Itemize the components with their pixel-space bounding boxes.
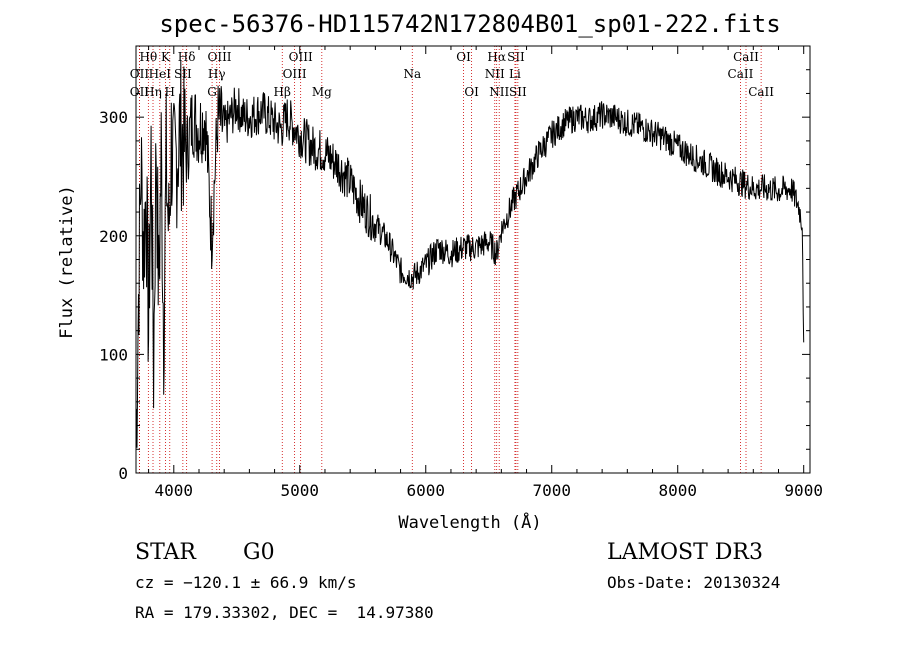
spectral-line-label: Hβ — [274, 85, 291, 99]
x-tick-label: 4000 — [155, 481, 194, 500]
spectral-line-label: OI — [464, 85, 479, 99]
spectral-line-label: Hδ — [178, 50, 196, 64]
survey-name: LAMOST DR3 — [607, 540, 763, 565]
chart-title: spec-56376-HD115742N172804B01_sp01-222.f… — [159, 10, 780, 38]
y-tick-label: 300 — [99, 108, 128, 127]
spectral-line-label: CaII — [733, 50, 759, 64]
y-tick-label: 100 — [99, 345, 128, 364]
spectral-line-label: NII — [489, 85, 509, 99]
object-class: STAR — [135, 540, 196, 565]
spectral-line-label: OIII — [207, 50, 231, 64]
spectral-line-label: SII — [507, 50, 525, 64]
observation-date: Obs-Date: 20130324 — [607, 573, 781, 592]
y-tick-label: 0 — [118, 464, 128, 483]
x-axis-label: Wavelength (Å) — [398, 511, 541, 533]
spectral-line-label: CaII — [728, 67, 754, 81]
spectral-line-label: Li — [509, 67, 521, 81]
spectrum-flux-line — [135, 60, 805, 451]
spectral-line-label: SII — [509, 85, 527, 99]
spectral-line-label: K — [161, 50, 171, 64]
redshift-velocity: cz = −120.1 ± 66.9 km/s — [135, 573, 357, 592]
object-subclass: G0 — [243, 540, 275, 565]
x-tick-label: 6000 — [406, 481, 445, 500]
spectral-line-label: Hθ — [139, 50, 157, 64]
spectral-line-label: H — [165, 85, 175, 99]
spectral-line-label: OII — [130, 85, 150, 99]
spectral-line-label: OI — [456, 50, 471, 64]
spectral-line-label: Hα — [487, 50, 506, 64]
y-axis-label: Flux (relative) — [57, 185, 77, 339]
x-tick-label: 9000 — [784, 481, 823, 500]
spectral-line-label: OIII — [283, 67, 307, 81]
axes: 4000 5000 6000 7000 8000 9000 0 100 200 300 — [99, 46, 823, 500]
spectral-line-label: SII — [174, 67, 192, 81]
coordinates: RA = 179.33302, DEC = 14.97380 — [135, 603, 434, 622]
spectral-line-label: HeI — [149, 67, 172, 81]
spectral-line-label: OIII — [289, 50, 313, 64]
spectral-line-label: G — [207, 85, 217, 99]
spectral-line-label: Hγ — [208, 67, 226, 81]
x-tick-label: 7000 — [532, 481, 571, 500]
spectral-line-label: Mg — [312, 85, 332, 99]
spectral-line-label: Hη — [144, 85, 162, 99]
series-layer — [135, 60, 805, 451]
spectral-line-label: NII — [485, 67, 505, 81]
spectral-line-label: Na — [403, 67, 421, 81]
spectral-line-label: CaII — [748, 85, 774, 99]
x-tick-label: 8000 — [658, 481, 697, 500]
x-tick-label: 5000 — [281, 481, 320, 500]
y-tick-label: 200 — [99, 227, 128, 246]
